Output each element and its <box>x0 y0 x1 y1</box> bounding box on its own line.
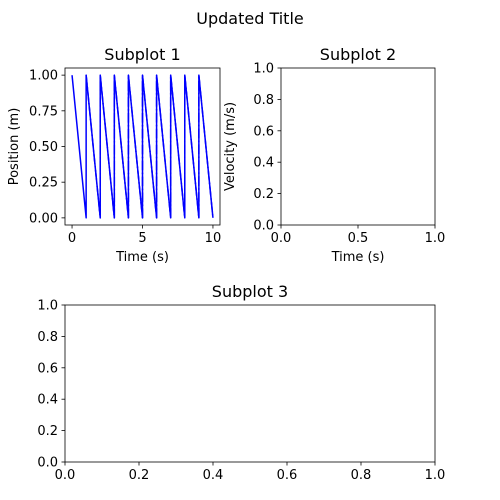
subplot-1-x-tick-label: 5 <box>138 231 146 246</box>
subplot-1-x-tick-label: 0 <box>68 231 76 246</box>
subplot-2-y-tick-label: 0.0 <box>253 219 274 234</box>
subplot-2-x-tick-label: 1.0 <box>425 231 446 246</box>
subplot-1-x-tick-label: 10 <box>205 231 222 246</box>
subplot-3-x-tick-label: 0.0 <box>55 468 76 483</box>
subplot-2-y-axis-label: Velocity (m/s) <box>223 102 238 191</box>
subplot-1-title: Subplot 1 <box>104 45 180 64</box>
subplot-3-x-tick-label: 0.2 <box>129 468 150 483</box>
subplot-1-y-tick-label: 0.00 <box>29 211 58 226</box>
subplot-3-x-tick-label: 0.8 <box>351 468 372 483</box>
subplot-1-y-tick-label: 0.50 <box>29 140 58 155</box>
figure-title: Updated Title <box>196 9 303 28</box>
subplot-2-x-tick-label: 0.0 <box>271 231 292 246</box>
subplot-3-x-tick-label: 1.0 <box>425 468 446 483</box>
subplot-1-y-tick-label: 0.25 <box>29 176 58 191</box>
subplot-2-x-tick-label: 0.5 <box>348 231 369 246</box>
subplot-2-y-tick-label: 0.4 <box>253 156 274 171</box>
subplot-3-y-tick-label: 0.6 <box>37 361 58 376</box>
subplot-2-title: Subplot 2 <box>320 45 396 64</box>
subplot-2-x-axis-label: Time (s) <box>331 250 385 265</box>
subplot-2-y-tick-label: 0.6 <box>253 124 274 139</box>
subplot-1-series-2-line <box>85 74 214 219</box>
subplot-3-y-tick-label: 0.0 <box>37 456 58 471</box>
subplot-1-x-axis-label: Time (s) <box>115 250 169 265</box>
subplot-3-y-tick-label: 0.2 <box>37 424 58 439</box>
subplot-3: 0.0 0.2 0.4 0.6 0.8 1.0 0.0 0.2 0.4 0.6 0.8 1.0 Subp… <box>37 282 445 483</box>
subplot-3-y-tick-label: 0.8 <box>37 330 58 345</box>
subplot-3-title: Subplot 3 <box>212 282 288 301</box>
subplot-1-y-axis-label: Position (m) <box>7 108 22 186</box>
subplot-3-frame <box>64 304 436 463</box>
subplot-3-x-tick-label: 0.6 <box>277 468 298 483</box>
subplot-2-y-tick-label: 0.2 <box>253 187 274 202</box>
subplot-3-y-tick-label: 0.4 <box>37 393 58 408</box>
subplot-2-y-tick-label: 0.8 <box>253 93 274 108</box>
subplot-3-x-tick-label: 0.4 <box>203 468 224 483</box>
subplot-2-plot-area <box>281 68 435 225</box>
subplot-2: 0.0 0.5 1.0 0.0 0.2 0.4 0.6 0.8 1.0 Subplot 2 Time… <box>223 45 445 265</box>
subplot-1-y-tick-label: 0.75 <box>29 104 58 119</box>
subplot-2-y-tick-label: 1.0 <box>253 62 274 77</box>
subplot-1-y-tick-label: 1.00 <box>29 69 58 84</box>
subplot-3-y-tick-label: 1.0 <box>37 299 58 314</box>
subplot-1: 0 5 10 0.00 0.25 0.50 0.75 1.00 Subplot 1 Time (s… <box>7 45 221 265</box>
subplot-3-plot-area <box>65 305 435 462</box>
